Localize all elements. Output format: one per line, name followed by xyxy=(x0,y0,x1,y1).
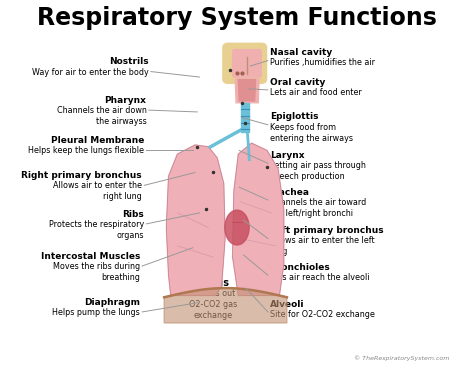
FancyBboxPatch shape xyxy=(223,43,266,83)
Text: Site for O2-CO2 exchange: Site for O2-CO2 exchange xyxy=(270,310,375,319)
Polygon shape xyxy=(238,80,255,101)
Text: Oral cavity: Oral cavity xyxy=(270,77,326,87)
Text: Helps pump the lungs: Helps pump the lungs xyxy=(52,308,140,317)
Text: Epiglottis: Epiglottis xyxy=(270,112,319,121)
Ellipse shape xyxy=(225,210,249,245)
Text: Alveoli: Alveoli xyxy=(270,299,305,309)
Text: Lungs: Lungs xyxy=(196,278,229,288)
Text: Allows air to enter the
right lung: Allows air to enter the right lung xyxy=(53,181,142,201)
Text: Lets air and food enter: Lets air and food enter xyxy=(270,88,362,97)
Text: Right primary bronchus: Right primary bronchus xyxy=(21,171,142,180)
Text: Larynx: Larynx xyxy=(270,151,305,160)
Text: Pharynx: Pharynx xyxy=(105,96,146,105)
Text: Nasal cavity: Nasal cavity xyxy=(270,48,332,57)
Text: Respiratory System Functions: Respiratory System Functions xyxy=(37,6,437,29)
Text: Letting air pass through
speech production: Letting air pass through speech producti… xyxy=(270,161,366,181)
Text: Channels the air down
the airwayss: Channels the air down the airwayss xyxy=(56,106,146,126)
Text: Protects the respiratory
organs: Protects the respiratory organs xyxy=(49,220,144,240)
Text: Carries out
O2-CO2 gas
exchange: Carries out O2-CO2 gas exchange xyxy=(189,289,237,320)
Polygon shape xyxy=(233,143,284,295)
Text: Lets air reach the alveoli: Lets air reach the alveoli xyxy=(270,273,370,282)
Text: Trachea: Trachea xyxy=(270,188,310,197)
Text: © TheRespiratorySystem.com: © TheRespiratorySystem.com xyxy=(354,356,449,361)
Text: Pleural Membrane: Pleural Membrane xyxy=(51,136,144,145)
Polygon shape xyxy=(166,145,225,295)
FancyBboxPatch shape xyxy=(233,50,261,77)
Text: Bronchioles: Bronchioles xyxy=(270,263,330,272)
Polygon shape xyxy=(241,103,249,132)
Text: Moves the ribs during
breathing: Moves the ribs during breathing xyxy=(53,262,140,282)
Text: Allows air to enter the left
lung: Allows air to enter the left lung xyxy=(270,236,375,257)
Text: Ribs: Ribs xyxy=(123,210,144,219)
Text: Intercostal Muscles: Intercostal Muscles xyxy=(40,252,140,261)
Text: Diaphragm: Diaphragm xyxy=(84,298,140,307)
Text: Channels the air toward
the left/right bronchi: Channels the air toward the left/right b… xyxy=(270,198,366,218)
Text: Purifies ,humidifies the air: Purifies ,humidifies the air xyxy=(270,58,375,68)
Text: Way for air to enter the body: Way for air to enter the body xyxy=(32,68,149,77)
Text: Keeps food from
entering the airways: Keeps food from entering the airways xyxy=(270,123,353,143)
Text: Nostrils: Nostrils xyxy=(109,57,149,66)
Polygon shape xyxy=(164,288,287,323)
Text: Helps keep the lungs flexible: Helps keep the lungs flexible xyxy=(28,146,144,156)
Polygon shape xyxy=(235,79,259,103)
Text: Left primary bronchus: Left primary bronchus xyxy=(270,226,384,235)
